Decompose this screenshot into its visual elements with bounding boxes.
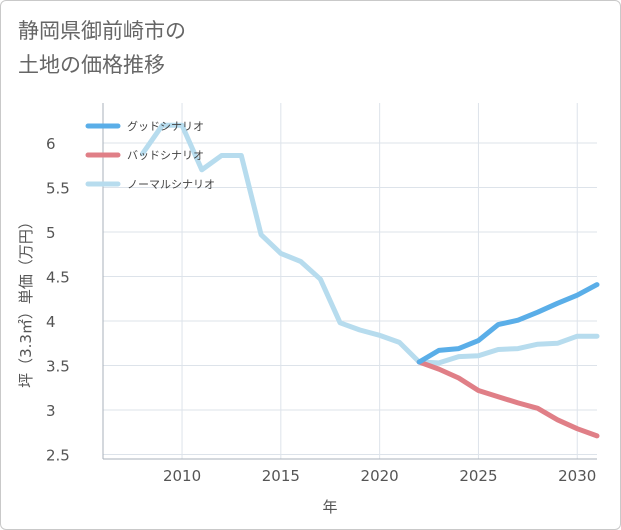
x-tick-labels: 2010 2015 2020 2025 2030 [163,467,596,485]
series-line-1 [416,359,600,439]
y-tick-label: 4.5 [46,269,70,287]
x-tick-label: 2015 [262,467,300,485]
y-tick-label: 3.5 [46,358,70,376]
x-tick-label: 2025 [459,467,497,485]
chart-title-line1: 静岡県御前崎市の [18,19,186,43]
series-lines [140,122,600,439]
x-tick-label: 2020 [361,467,399,485]
y-tick-label: 4 [46,313,56,331]
legend-label: バッドシナリオ [127,149,204,162]
x-axis-label: 年 [322,498,337,516]
y-tick-labels: 2.5 3 3.5 4 4.5 5 5.5 6 [46,135,70,465]
y-tick-label: 2.5 [46,447,70,465]
y-axis-label: 坪（3.3㎡）単価（万円） [17,214,35,388]
grid-lines [103,103,597,459]
x-tick-label: 2010 [163,467,201,485]
plot-border [102,103,597,460]
chart-title: 静岡県御前崎市の 土地の価格推移 [18,14,186,82]
y-tick-label: 5 [46,224,56,242]
legend-label: グッドシナリオ [127,119,204,133]
series-line-0 [416,282,600,365]
series-line-2 [140,122,600,366]
y-tick-label: 3 [46,402,56,420]
legend-label: ノーマルシナリオ [127,178,215,191]
y-tick-label: 5.5 [46,180,70,198]
chart-title-line2: 土地の価格推移 [18,53,165,77]
y-tick-label: 6 [46,135,56,153]
x-tick-label: 2030 [558,467,596,485]
